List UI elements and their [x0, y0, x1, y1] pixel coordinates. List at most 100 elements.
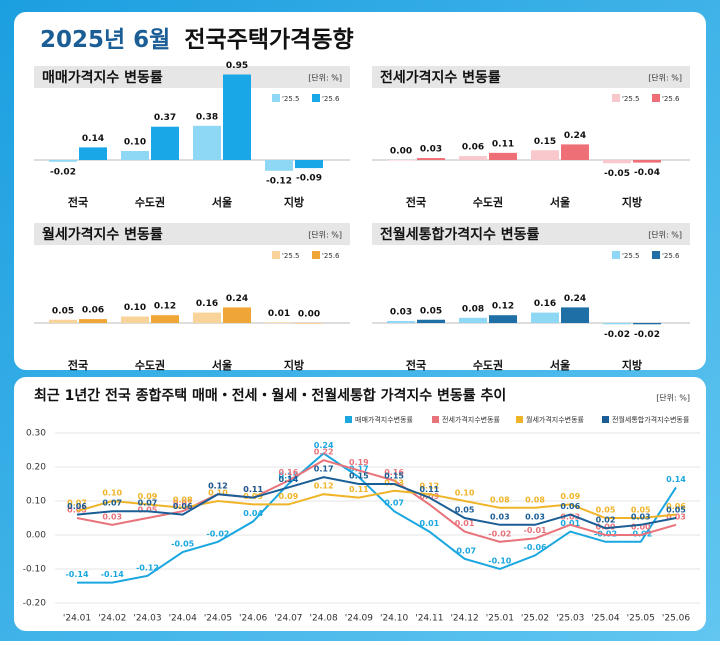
x-tick-label: '24.05	[204, 614, 232, 624]
point-label: 0.22	[314, 448, 334, 457]
page-title: 2025년 6월 전국주택가격동향	[40, 27, 354, 53]
value-label: 0.95	[226, 61, 248, 71]
bar	[633, 323, 661, 325]
value-label: 0.16	[196, 299, 218, 309]
bottom-panel	[14, 377, 706, 631]
x-tick-label: '24.11	[415, 614, 443, 624]
category-label: 서울	[550, 195, 570, 209]
point-label: -0.01	[524, 526, 547, 535]
category-label: 지방	[622, 195, 642, 209]
panel-title-bar	[372, 223, 690, 245]
value-label: 0.24	[564, 294, 586, 304]
x-tick-label: '25.03	[556, 614, 584, 624]
point-label: 0.05	[138, 506, 158, 515]
legend-label: '25.6	[322, 252, 340, 260]
point-label: 0.11	[419, 485, 439, 494]
category-label: 서울	[212, 195, 232, 209]
point-label: 0.02	[596, 516, 616, 525]
category-label: 지방	[284, 358, 304, 372]
x-tick-label: '24.01	[63, 614, 91, 624]
value-label: 0.06	[462, 143, 484, 153]
legend-label: '25.6	[662, 252, 680, 260]
bar	[121, 316, 149, 323]
value-label: -0.09	[296, 174, 322, 184]
point-label: 0.15	[279, 472, 299, 481]
point-label: 0.03	[525, 512, 545, 521]
point-label: 0.12	[208, 482, 228, 491]
point-label: -0.10	[488, 557, 511, 566]
bar	[531, 312, 559, 323]
legend-swatch	[345, 416, 352, 423]
point-label: -0.02	[629, 529, 652, 538]
unit-label: [단위: %]	[648, 73, 682, 83]
unit-label: [단위: %]	[648, 230, 682, 240]
value-label: 0.15	[534, 137, 556, 147]
bar	[223, 307, 251, 323]
point-label: -0.05	[171, 540, 194, 549]
category-label: 전국	[406, 195, 426, 209]
point-label: 0.09	[243, 492, 263, 501]
bar	[459, 156, 487, 160]
value-label: -0.02	[634, 330, 660, 340]
point-label: 0.09	[560, 492, 580, 501]
legend-swatch	[272, 251, 280, 259]
point-label: 0.11	[243, 485, 263, 494]
legend-label: 월세가격지수변동률	[526, 415, 585, 424]
point-label: 0.24	[314, 441, 334, 450]
point-label: -0.06	[524, 543, 547, 552]
point-label: 0.16	[279, 468, 299, 477]
series-line	[76, 489, 677, 519]
x-tick-label: '24.09	[345, 614, 374, 624]
value-label: 0.24	[564, 131, 586, 141]
point-label: 0.12	[208, 482, 228, 491]
point-label: 0.01	[419, 519, 439, 528]
point-label: 0.00	[631, 523, 651, 532]
value-label: 0.06	[82, 306, 104, 316]
bar	[417, 319, 445, 323]
bar	[295, 160, 323, 169]
x-tick-label: '25.04	[591, 614, 620, 624]
value-label: 0.03	[390, 308, 412, 318]
title-date: 2025년 6월	[40, 27, 170, 53]
point-label: 0.09	[419, 492, 439, 501]
bar	[633, 160, 661, 163]
bar	[151, 126, 179, 160]
chart-title: 최근 1년간 전국 종합주택 매매・전세・월세・전월세통합 가격지수 변동률 추…	[34, 387, 506, 404]
value-label: -0.04	[634, 168, 660, 178]
point-label: 0.17	[314, 465, 334, 474]
value-label: -0.02	[50, 167, 76, 177]
legend-swatch	[612, 94, 620, 102]
bar	[417, 158, 445, 160]
point-label: -0.12	[136, 563, 159, 572]
point-label: 0.05	[455, 506, 475, 515]
point-label: -0.14	[65, 570, 88, 579]
point-label: 0.19	[349, 458, 369, 467]
value-label: 0.38	[196, 112, 218, 122]
value-label: -0.02	[604, 330, 630, 340]
legend-swatch	[312, 251, 320, 259]
category-label: 수도권	[473, 196, 503, 209]
category-label: 전국	[68, 195, 88, 209]
bar	[49, 160, 77, 162]
legend-label: '25.5	[282, 252, 300, 260]
legend-label: '25.5	[622, 252, 640, 260]
value-label: 0.08	[462, 304, 484, 314]
point-label: 0.12	[419, 482, 439, 491]
category-label: 수도권	[473, 359, 503, 372]
category-label: 수도권	[135, 196, 165, 209]
point-label: 0.17	[349, 465, 369, 474]
point-label: 0.14	[666, 475, 686, 484]
bar	[603, 323, 631, 325]
point-label: 0.05	[666, 506, 686, 515]
legend-label: '25.5	[282, 95, 300, 103]
value-label: 0.12	[492, 302, 514, 312]
value-label: 0.14	[82, 134, 104, 144]
legend-label: '25.6	[322, 95, 340, 103]
x-tick-label: '24.06	[239, 614, 268, 624]
bar	[489, 315, 517, 323]
point-label: 0.15	[349, 472, 369, 481]
unit-label: [단위: %]	[308, 230, 342, 240]
legend-swatch	[602, 416, 609, 423]
category-label: 지방	[622, 358, 642, 372]
